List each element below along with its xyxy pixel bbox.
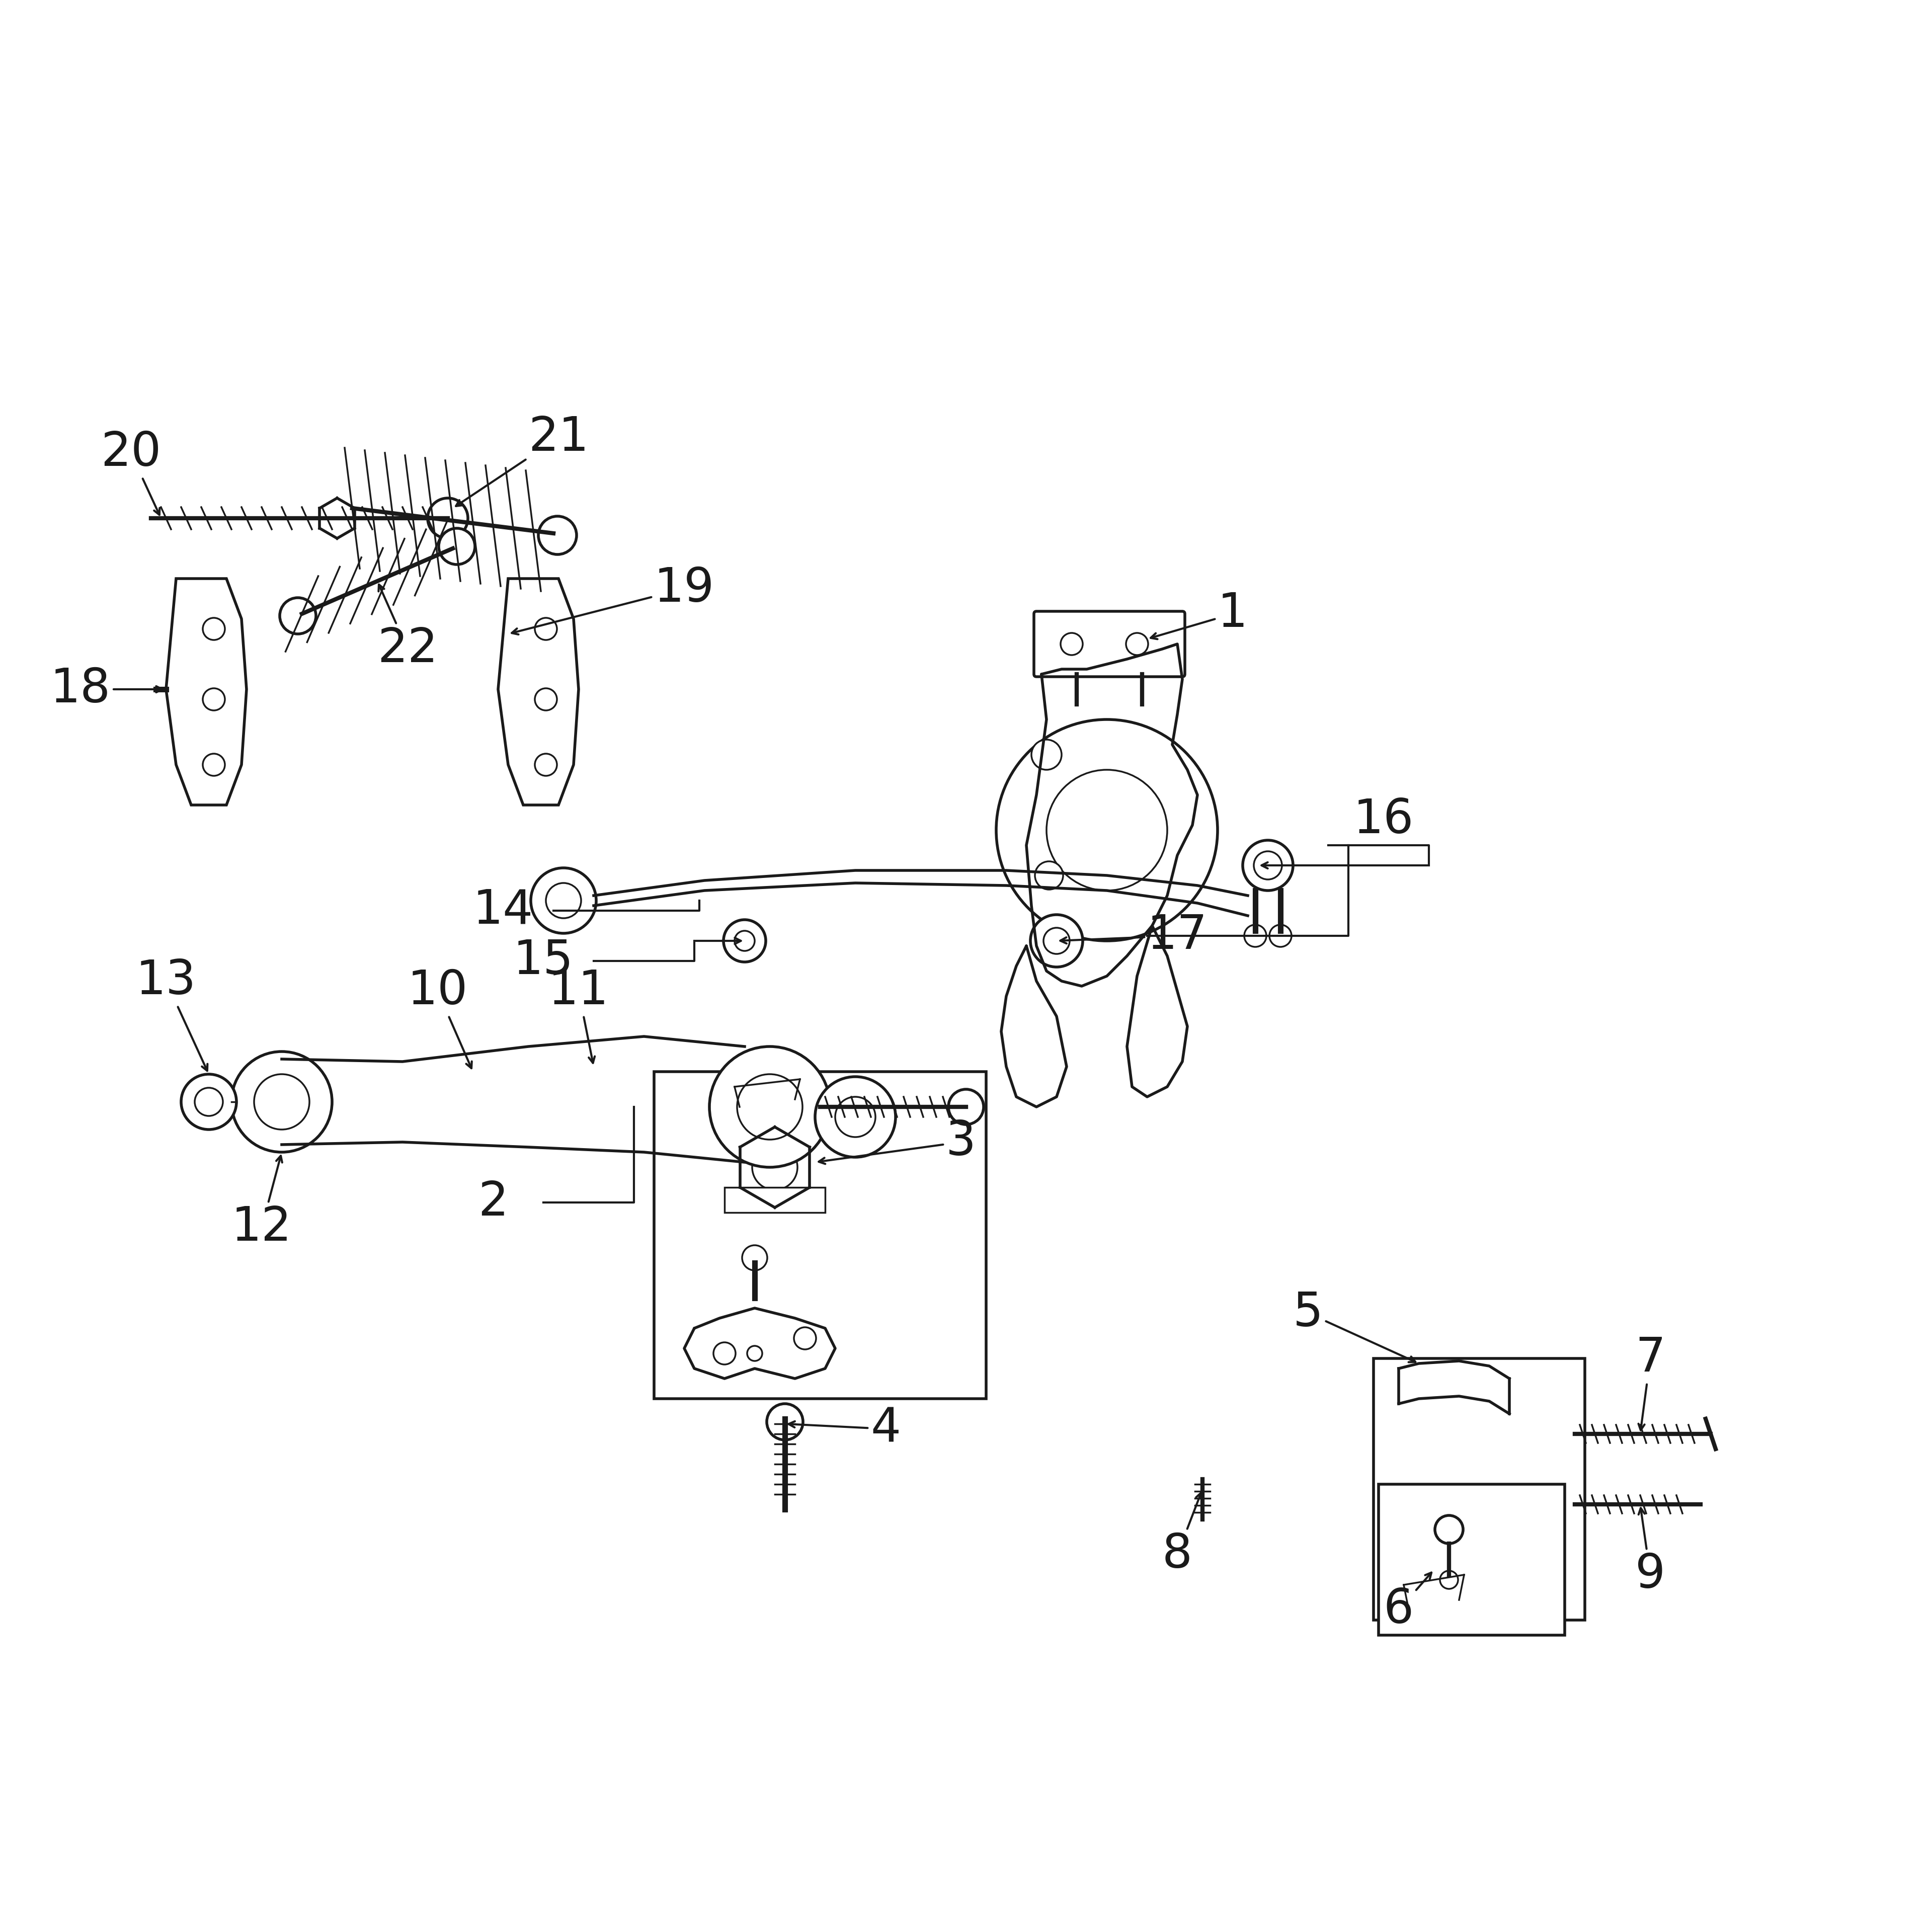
Text: 22: 22: [377, 585, 439, 672]
Circle shape: [535, 688, 556, 711]
Circle shape: [203, 688, 224, 711]
Text: 13: 13: [135, 958, 207, 1070]
Circle shape: [232, 1051, 332, 1151]
Text: 18: 18: [50, 667, 162, 713]
Circle shape: [1126, 634, 1148, 655]
Circle shape: [949, 1090, 983, 1124]
Circle shape: [439, 527, 475, 564]
Circle shape: [280, 597, 317, 634]
Circle shape: [1435, 1515, 1463, 1544]
Text: 21: 21: [456, 415, 589, 506]
Bar: [1379, 1484, 1565, 1634]
Bar: [655, 1072, 985, 1399]
Circle shape: [539, 516, 576, 554]
Circle shape: [547, 883, 582, 918]
Circle shape: [1043, 927, 1070, 954]
Text: 7: 7: [1634, 1335, 1665, 1430]
Circle shape: [203, 753, 224, 777]
Circle shape: [182, 1074, 236, 1130]
Circle shape: [767, 1405, 804, 1439]
Circle shape: [738, 1074, 802, 1140]
Text: 5: 5: [1293, 1291, 1416, 1362]
Circle shape: [709, 1047, 831, 1167]
Circle shape: [1032, 740, 1061, 769]
Circle shape: [1269, 925, 1291, 947]
Polygon shape: [166, 578, 247, 806]
Text: 4: 4: [788, 1406, 900, 1453]
Text: 19: 19: [512, 566, 715, 634]
Circle shape: [723, 920, 765, 962]
Text: 11: 11: [549, 968, 609, 1063]
Text: 8: 8: [1163, 1493, 1202, 1578]
Circle shape: [1254, 852, 1283, 879]
Text: 12: 12: [232, 1155, 292, 1250]
Bar: [1374, 1358, 1584, 1621]
Circle shape: [794, 1327, 815, 1349]
Circle shape: [748, 1347, 763, 1360]
Circle shape: [1030, 914, 1082, 968]
Text: 3: 3: [819, 1119, 976, 1165]
Circle shape: [713, 1343, 736, 1364]
Circle shape: [734, 931, 755, 951]
Text: 9: 9: [1634, 1509, 1665, 1598]
Text: 2: 2: [477, 1179, 508, 1225]
Circle shape: [427, 498, 468, 539]
Circle shape: [531, 867, 597, 933]
Polygon shape: [498, 578, 578, 806]
Circle shape: [997, 719, 1217, 941]
Text: 14: 14: [473, 887, 533, 933]
Circle shape: [1244, 925, 1265, 947]
Circle shape: [835, 1097, 875, 1138]
Circle shape: [255, 1074, 309, 1130]
Text: 1: 1: [1151, 591, 1248, 639]
Text: 6: 6: [1383, 1573, 1432, 1633]
Bar: [725, 1188, 825, 1213]
Circle shape: [535, 753, 556, 777]
Circle shape: [535, 618, 556, 639]
Circle shape: [1439, 1571, 1459, 1588]
Circle shape: [203, 618, 224, 639]
Text: 10: 10: [408, 968, 471, 1068]
Circle shape: [815, 1076, 896, 1157]
FancyBboxPatch shape: [1034, 611, 1184, 676]
Text: 16: 16: [1352, 796, 1414, 842]
Circle shape: [195, 1088, 222, 1117]
Circle shape: [1061, 634, 1082, 655]
Circle shape: [1047, 769, 1167, 891]
Circle shape: [742, 1246, 767, 1271]
Circle shape: [1036, 862, 1063, 889]
Text: 20: 20: [100, 429, 160, 514]
Circle shape: [752, 1144, 798, 1190]
Circle shape: [1242, 840, 1293, 891]
Text: 17: 17: [1061, 912, 1208, 958]
Text: 15: 15: [514, 937, 574, 983]
